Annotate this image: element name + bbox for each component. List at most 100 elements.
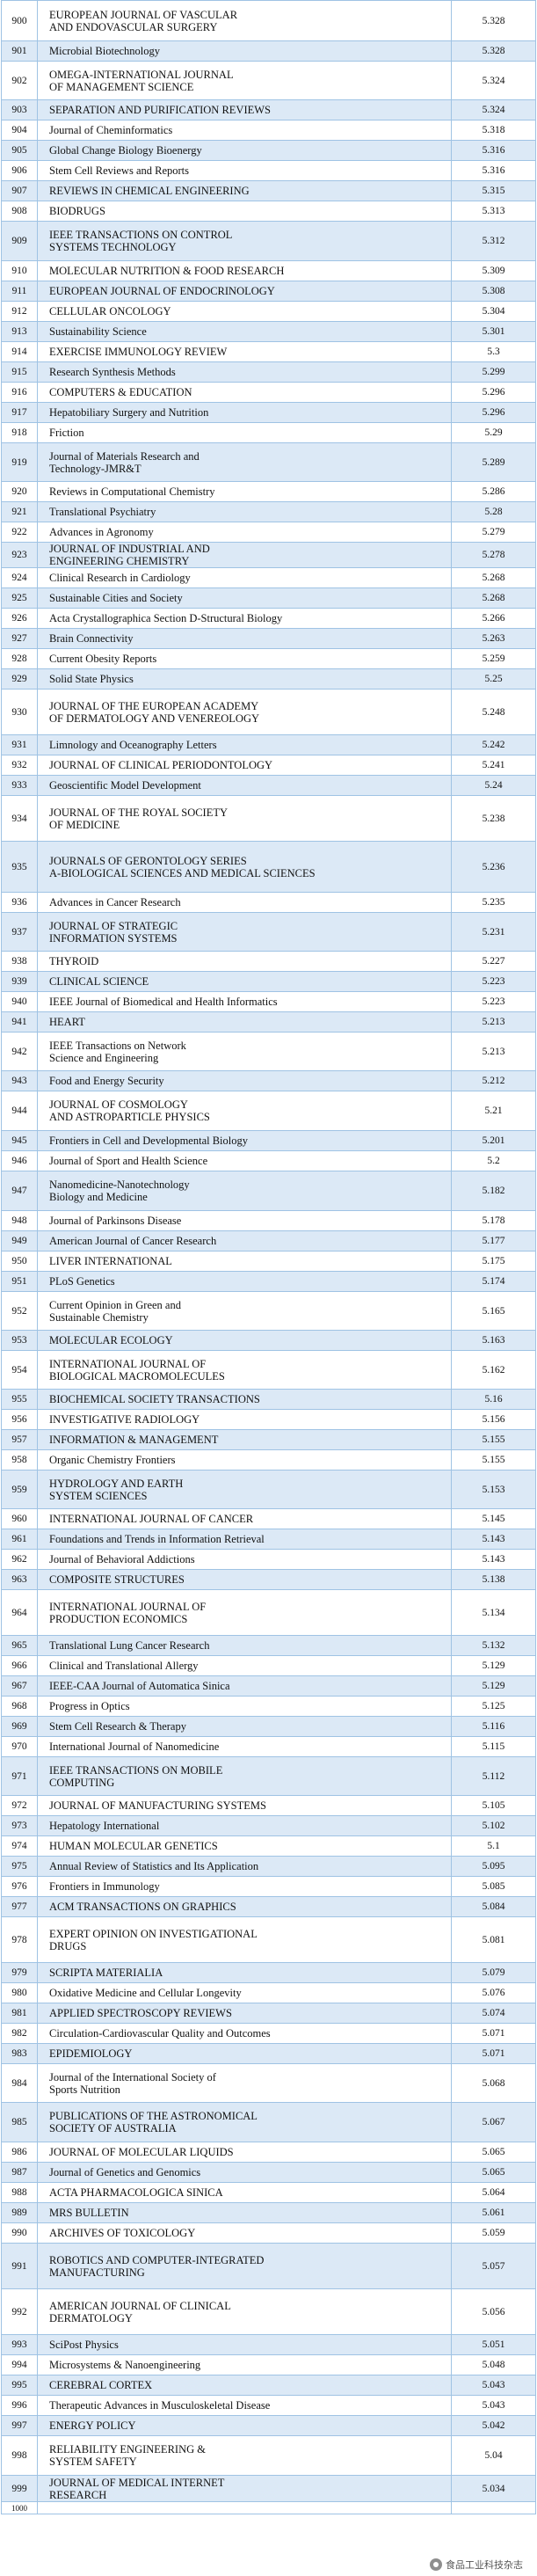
table-row: 997 ENERGY POLICY 5.042 [1, 2415, 536, 2436]
table-row: 918 Friction 5.29 [1, 422, 536, 443]
impact-factor-cell: 5.145 [451, 1508, 536, 1529]
table-row: 959 HYDROLOGY AND EARTH SYSTEM SCIENCES 5.1… [1, 1470, 536, 1509]
rank-cell: 958 [1, 1449, 38, 1470]
impact-factor-cell: 5.213 [451, 1011, 536, 1033]
rank-cell: 990 [1, 2222, 38, 2244]
impact-factor-cell: 5.1 [451, 1835, 536, 1857]
journal-title-cell: International Journal of Nanomedicine [37, 1736, 452, 1757]
impact-factor-cell: 5.279 [451, 522, 536, 543]
journal-title-cell: PLoS Genetics [37, 1271, 452, 1292]
table-row: 908 BIODRUGS 5.313 [1, 201, 536, 222]
impact-factor-cell: 5.068 [451, 2063, 536, 2103]
rank-cell: 926 [1, 608, 38, 629]
impact-factor-cell: 5.048 [451, 2354, 536, 2375]
rank-cell: 960 [1, 1508, 38, 1529]
impact-factor-cell: 5.318 [451, 120, 536, 141]
rank-cell: 952 [1, 1291, 38, 1331]
table-row: 915 Research Synthesis Methods 5.299 [1, 361, 536, 383]
journal-title-cell: Clinical and Translational Allergy [37, 1655, 452, 1676]
rank-cell: 929 [1, 668, 38, 690]
table-row: 947 Nanomedicine-Nanotechnology Biology an… [1, 1171, 536, 1211]
journal-title-cell: INTERNATIONAL JOURNAL OF PRODUCTION ECONO… [37, 1589, 452, 1636]
rank-cell: 956 [1, 1409, 38, 1430]
journal-title-cell: EXERCISE IMMUNOLOGY REVIEW [37, 341, 452, 362]
journal-title-cell: AMERICAN JOURNAL OF CLINICAL DERMATOLOGY [37, 2288, 452, 2335]
journal-title-cell: IEEE TRANSACTIONS ON MOBILE COMPUTING [37, 1756, 452, 1796]
rank-cell: 912 [1, 301, 38, 322]
journal-title-cell: Current Obesity Reports [37, 648, 452, 669]
impact-factor-cell: 5.2 [451, 1150, 536, 1171]
impact-factor-cell: 5.163 [451, 1330, 536, 1351]
rank-cell: 969 [1, 1716, 38, 1737]
impact-factor-cell: 5.21 [451, 1091, 536, 1131]
impact-factor-cell: 5.061 [451, 2202, 536, 2223]
impact-factor-cell: 5.056 [451, 2288, 536, 2335]
impact-factor-cell: 5.313 [451, 201, 536, 222]
impact-factor-cell: 5.268 [451, 567, 536, 588]
impact-factor-cell: 5.223 [451, 971, 536, 992]
table-row: 975 Annual Review of Statistics and Its A… [1, 1856, 536, 1877]
impact-factor-cell: 5.3 [451, 341, 536, 362]
rank-cell: 932 [1, 755, 38, 776]
rank-cell: 917 [1, 402, 38, 423]
table-row: 901 Microbial Biotechnology 5.328 [1, 40, 536, 62]
watermark: 食品工业科技杂志 [430, 2558, 523, 2572]
table-row: 931 Limnology and Oceanography Letters 5.2… [1, 734, 536, 755]
table-row: 941 HEART 5.213 [1, 1011, 536, 1033]
table-row: 969 Stem Cell Research & Therapy 5.116 [1, 1716, 536, 1737]
table-row: 912 CELLULAR ONCOLOGY 5.304 [1, 301, 536, 322]
journal-title-cell: JOURNAL OF COSMOLOGY AND ASTROPARTICLE PH… [37, 1091, 452, 1131]
journal-title-cell: RELIABILITY ENGINEERING & SYSTEM SAFETY [37, 2435, 452, 2476]
impact-factor-cell: 5.296 [451, 402, 536, 423]
impact-factor-cell: 5.182 [451, 1171, 536, 1211]
rank-cell: 921 [1, 501, 38, 522]
impact-factor-cell: 5.266 [451, 608, 536, 629]
journal-title-cell: Advances in Agronomy [37, 522, 452, 543]
impact-factor-cell: 5.165 [451, 1291, 536, 1331]
rank-cell: 916 [1, 382, 38, 403]
wechat-icon [430, 2558, 442, 2571]
impact-factor-cell: 5.043 [451, 2375, 536, 2396]
rank-cell: 970 [1, 1736, 38, 1757]
table-row: 998 RELIABILITY ENGINEERING & SYSTEM SAFET… [1, 2435, 536, 2476]
rank-cell: 995 [1, 2375, 38, 2396]
journal-title-cell: EXPERT OPINION ON INVESTIGATIONAL DRUGS [37, 1916, 452, 1963]
journal-title-cell: Acta Crystallographica Section D-Structu… [37, 608, 452, 629]
journal-title-cell: Journal of Behavioral Addictions [37, 1549, 452, 1570]
table-row: 907 REVIEWS IN CHEMICAL ENGINEERING 5.315 [1, 180, 536, 201]
journal-title-cell: Global Change Biology Bioenergy [37, 140, 452, 161]
impact-factor-cell: 5.301 [451, 321, 536, 342]
table-row: 903 SEPARATION AND PURIFICATION REVIEWS 5.… [1, 99, 536, 120]
rank-cell: 984 [1, 2063, 38, 2103]
impact-factor-cell: 5.102 [451, 1815, 536, 1836]
rank-cell: 936 [1, 892, 38, 913]
impact-factor-cell: 5.324 [451, 61, 536, 100]
rank-cell: 998 [1, 2435, 38, 2476]
rank-cell: 974 [1, 1835, 38, 1857]
table-row: 948 Journal of Parkinsons Disease 5.178 [1, 1210, 536, 1231]
journal-title-cell: ACM TRANSACTIONS ON GRAPHICS [37, 1896, 452, 1917]
table-row: 946 Journal of Sport and Health Science 5.… [1, 1150, 536, 1171]
table-row: 987 Journal of Genetics and Genomics 5.065 [1, 2162, 536, 2183]
journal-title-cell: IEEE TRANSACTIONS ON CONTROL SYSTEMS TEC… [37, 221, 452, 261]
rank-cell: 947 [1, 1171, 38, 1211]
table-row: 989 MRS BULLETIN 5.061 [1, 2202, 536, 2223]
impact-factor-cell: 5.079 [451, 1962, 536, 1983]
table-row: 973 Hepatology International 5.102 [1, 1815, 536, 1836]
table-row: 950 LIVER INTERNATIONAL 5.175 [1, 1251, 536, 1272]
rank-cell: 992 [1, 2288, 38, 2335]
rank-cell: 923 [1, 542, 38, 568]
impact-factor-cell: 5.155 [451, 1429, 536, 1450]
rank-cell: 940 [1, 991, 38, 1012]
journal-title-cell: ACTA PHARMACOLOGICA SINICA [37, 2182, 452, 2203]
journal-title-cell: ROBOTICS AND COMPUTER-INTEGRATED MANUFACT… [37, 2243, 452, 2289]
table-row: 964 INTERNATIONAL JOURNAL OF PRODUCTION EC… [1, 1589, 536, 1636]
impact-factor-cell: 5.316 [451, 160, 536, 181]
journal-title-cell: JOURNAL OF MANUFACTURING SYSTEMS [37, 1795, 452, 1816]
impact-factor-cell: 5.155 [451, 1449, 536, 1470]
rank-cell: 972 [1, 1795, 38, 1816]
impact-factor-cell: 5.299 [451, 361, 536, 383]
journal-title-cell: IEEE Transactions on Network Science and … [37, 1032, 452, 1071]
rank-cell: 968 [1, 1696, 38, 1717]
table-row: 970 International Journal of Nanomedicine… [1, 1736, 536, 1757]
